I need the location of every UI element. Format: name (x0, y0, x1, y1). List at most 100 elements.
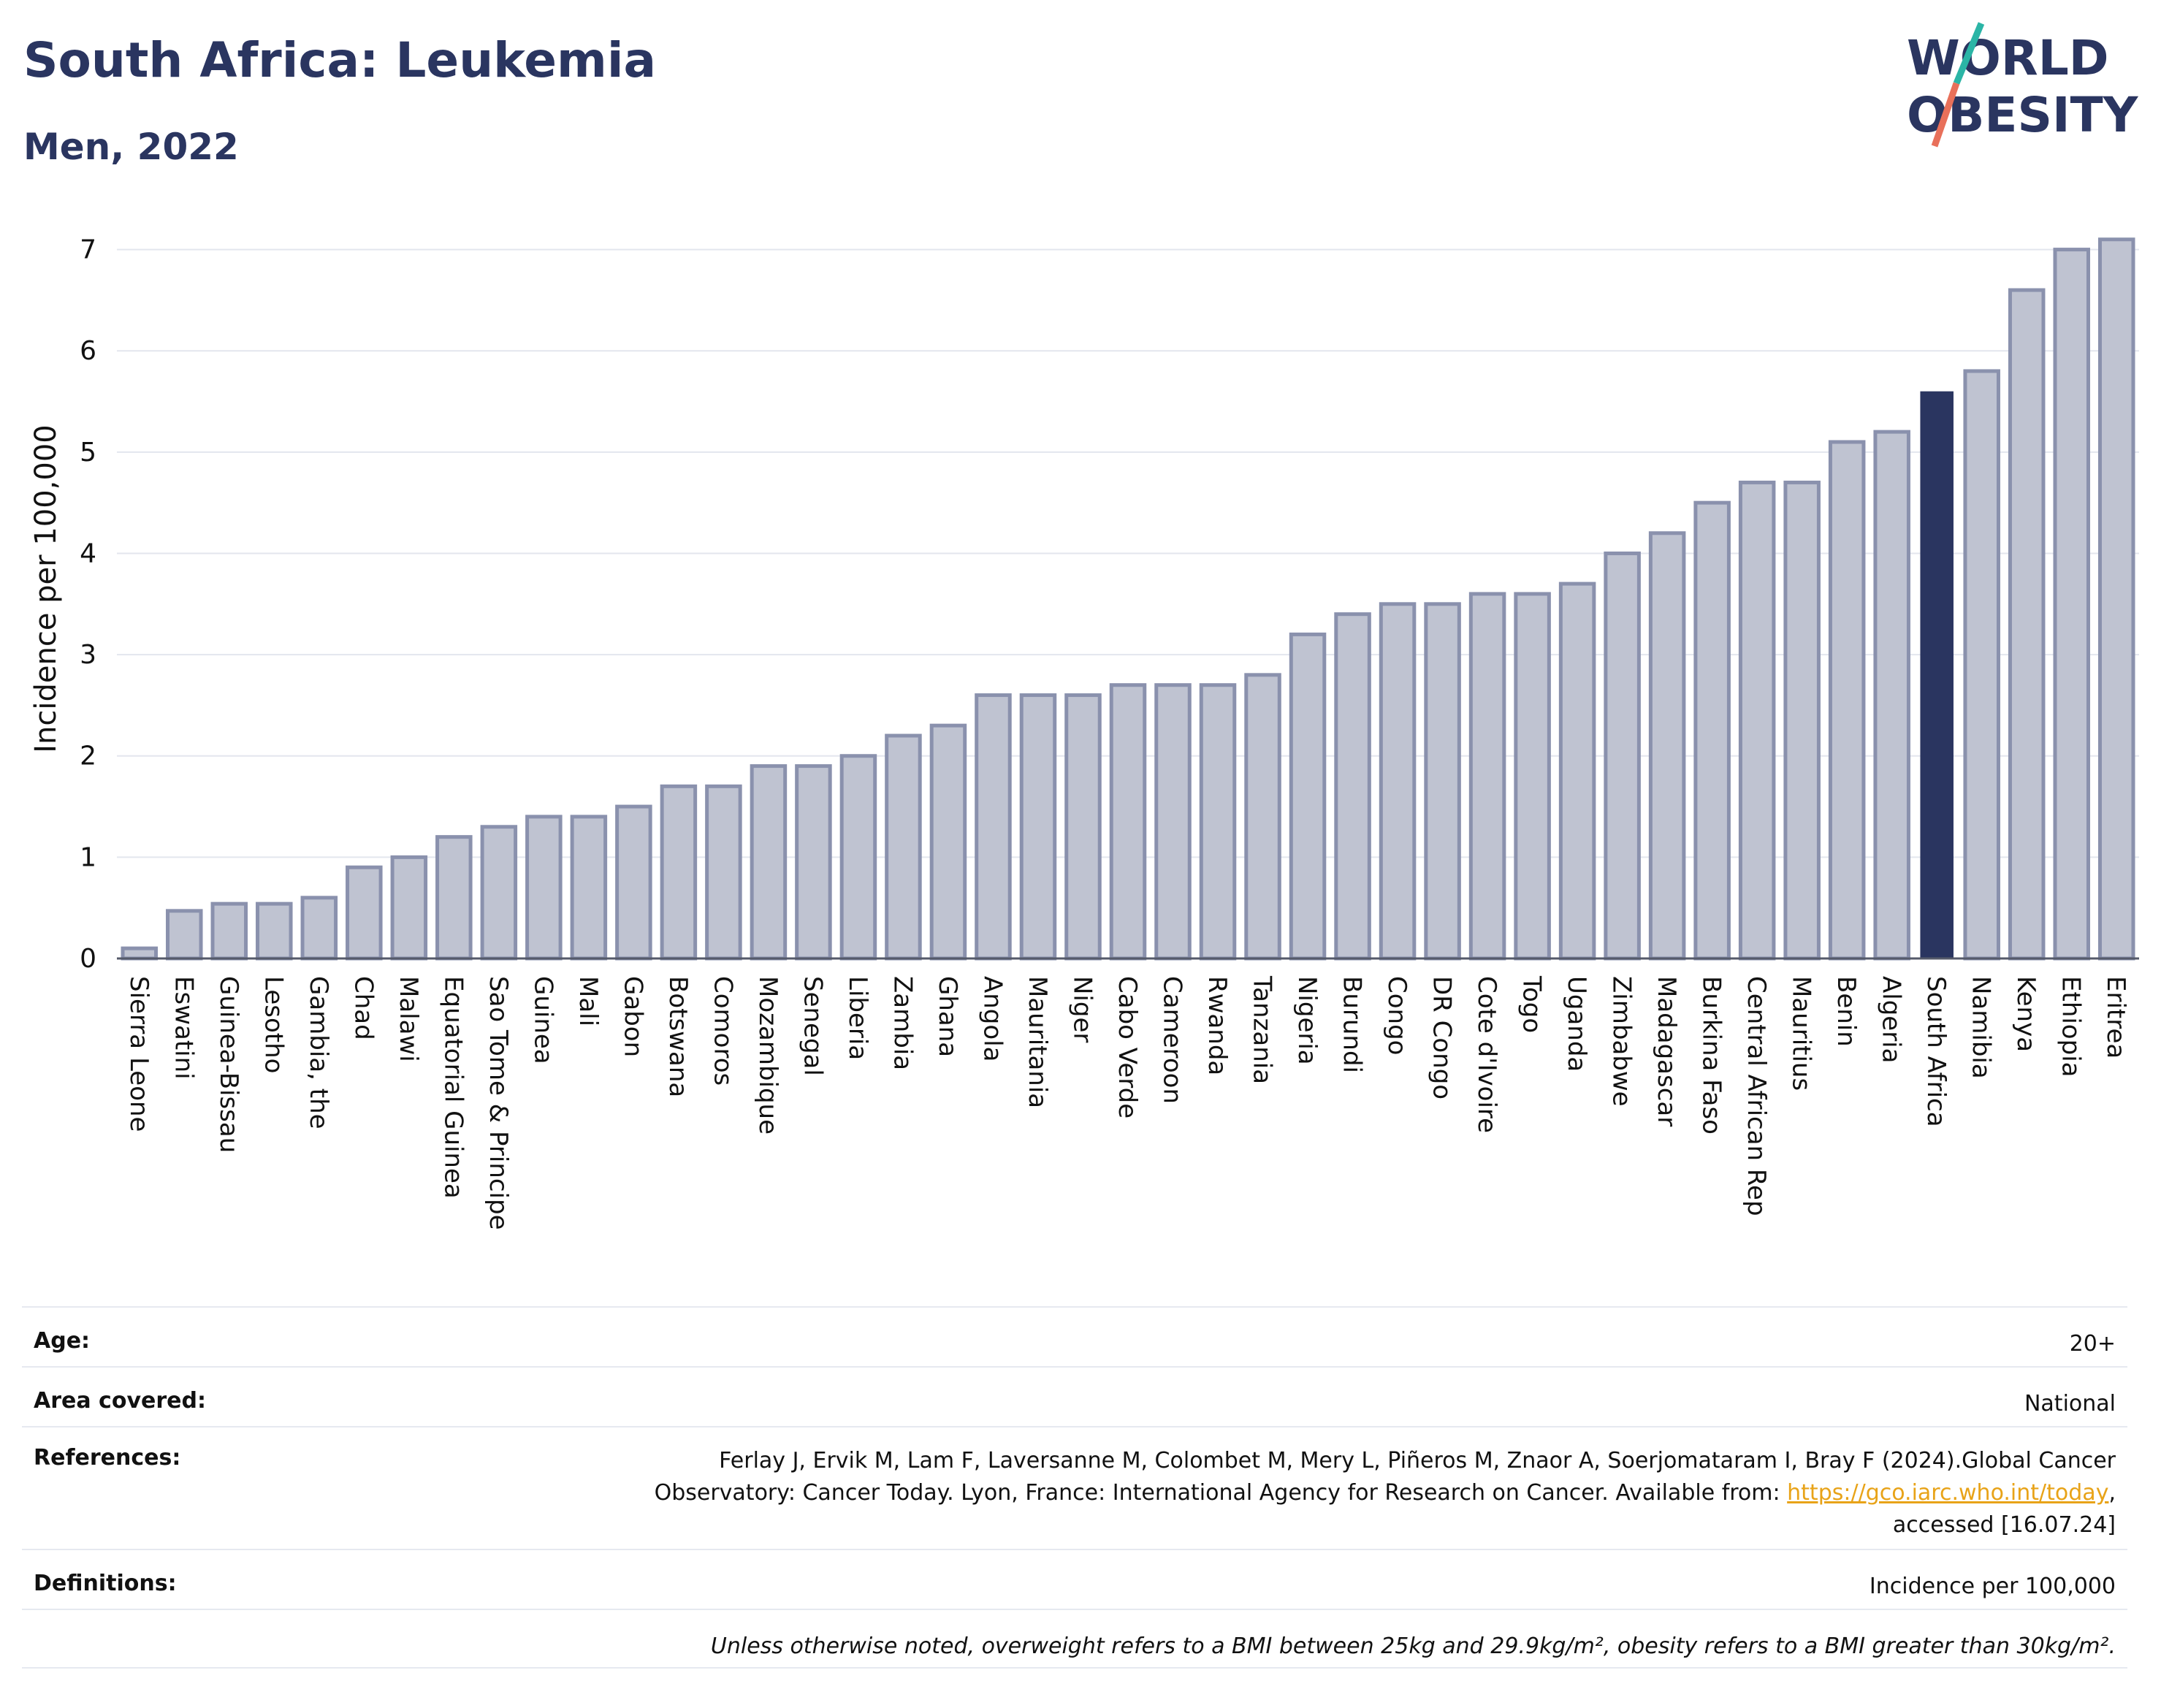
bar[interactable] (1334, 612, 1371, 961)
x-tick-label: South Africa (1921, 976, 1951, 1127)
bar[interactable] (929, 723, 967, 961)
x-tick-label: Angola (977, 976, 1007, 1061)
chart-title: South Africa: Leukemia (23, 32, 656, 88)
references-line3: accessed [16.07.24] (1892, 1512, 2116, 1538)
bar[interactable] (839, 754, 877, 961)
area-label: Area covered: (34, 1388, 206, 1414)
bar[interactable] (975, 693, 1012, 961)
bar[interactable] (121, 946, 159, 961)
bar[interactable] (1064, 693, 1102, 961)
bar[interactable] (1289, 632, 1327, 961)
bar[interactable] (435, 835, 473, 961)
x-tick-label: Senegal (798, 976, 827, 1076)
bar[interactable] (525, 815, 563, 961)
world-obesity-logo: WORLD OBESITY (1907, 22, 2139, 148)
x-tick-label: Liberia (843, 976, 872, 1060)
bar[interactable] (1828, 440, 1866, 961)
bar[interactable] (1199, 683, 1237, 961)
age-value: 20+ (2069, 1331, 2116, 1357)
meta-row-area: Area covered: National (22, 1366, 2127, 1426)
bar[interactable] (1648, 531, 1686, 961)
x-tick-label: Malawi (394, 976, 423, 1062)
x-tick-label: Tanzania (1248, 975, 1277, 1084)
bar[interactable] (1424, 602, 1461, 961)
bar[interactable] (2053, 248, 2090, 961)
bar[interactable] (210, 901, 248, 961)
references-line1: Ferlay J, Ervik M, Lam F, Laversanne M, … (719, 1448, 2116, 1473)
x-tick-label: Benin (1832, 976, 1861, 1047)
bar[interactable] (256, 901, 293, 961)
x-tick-label: Sao Tome & Principe (484, 976, 513, 1230)
bar[interactable] (1738, 480, 1776, 961)
bar[interactable] (885, 733, 922, 961)
logo-slash-coral (1931, 82, 1960, 148)
bar[interactable] (1783, 480, 1821, 961)
y-tick-label: 5 (80, 438, 96, 468)
x-tick-label: Madagascar (1652, 976, 1681, 1126)
x-tick-label: Congo (1382, 976, 1411, 1055)
x-tick-label: Eswatini (169, 976, 198, 1080)
x-tick-label: Burundi (1338, 976, 1367, 1073)
x-tick-label: Equatorial Guinea (438, 976, 468, 1199)
bar[interactable] (1019, 693, 1057, 961)
meta-row-references: References: Ferlay J, Ervik M, Lam F, La… (22, 1426, 2127, 1549)
bar[interactable] (1604, 551, 1641, 961)
x-tick-label: Burkina Faso (1697, 976, 1726, 1135)
bar[interactable] (1379, 602, 1417, 961)
bar[interactable] (1963, 369, 2000, 961)
bar[interactable] (750, 764, 788, 961)
bar[interactable] (1109, 683, 1147, 961)
x-tick-label: Rwanda (1203, 976, 1232, 1075)
bar[interactable] (1514, 592, 1551, 961)
references-line2-end: , (2108, 1480, 2116, 1506)
x-tick-label: Gabon (618, 976, 647, 1057)
bar[interactable] (615, 804, 652, 961)
references-link[interactable]: https://gco.iarc.who.int/today (1787, 1480, 2109, 1506)
x-tick-label: Togo (1517, 975, 1547, 1033)
x-tick-label: Comoros (708, 976, 737, 1086)
y-tick-label: 6 (80, 336, 96, 366)
bar[interactable] (2097, 237, 2135, 961)
x-tick-label: Zimbabwe (1607, 976, 1636, 1107)
x-tick-label: Central African Rep (1742, 976, 1771, 1216)
x-tick-label: Guinea (528, 976, 557, 1064)
bar[interactable] (705, 784, 742, 961)
bar[interactable] (570, 815, 608, 961)
bar[interactable] (2008, 288, 2046, 961)
bar[interactable] (1558, 582, 1596, 961)
y-tick-label: 1 (80, 842, 96, 872)
age-label: Age: (34, 1328, 91, 1354)
bar[interactable] (300, 896, 338, 961)
bar[interactable] (390, 855, 428, 961)
x-tick-label: Sierra Leone (124, 976, 153, 1132)
bar[interactable] (1154, 683, 1192, 961)
bar[interactable] (1920, 391, 1954, 958)
bar[interactable] (660, 784, 698, 961)
x-tick-label: Cote d'Ivoire (1472, 976, 1501, 1133)
references-value: Ferlay J, Ervik M, Lam F, Laversanne M, … (655, 1445, 2116, 1549)
x-tick-label: Chad (348, 976, 378, 1040)
y-tick-label: 4 (80, 538, 96, 568)
meta-row-age: Age: 20+ (22, 1306, 2127, 1366)
chart-subtitle: Men, 2022 (23, 126, 239, 168)
bar[interactable] (1693, 500, 1731, 961)
bar[interactable] (1873, 430, 1910, 961)
bar[interactable] (480, 825, 518, 961)
y-tick-label: 0 (80, 944, 96, 974)
meta-row-definitions: Definitions: Incidence per 100,000 (22, 1549, 2127, 1609)
bar[interactable] (795, 764, 832, 961)
bar[interactable] (346, 865, 383, 961)
x-tick-label: Ghana (933, 976, 962, 1057)
metadata-table: Age: 20+ Area covered: National Referenc… (22, 1306, 2127, 1669)
x-tick-label: Nigeria (1292, 976, 1322, 1065)
bar[interactable] (1244, 673, 1281, 961)
x-tick-label: Uganda (1562, 976, 1591, 1072)
x-tick-label: Cabo Verde (1113, 976, 1142, 1118)
x-tick-label: Botswana (663, 976, 693, 1097)
x-tick-label: Guinea-Bissau (214, 976, 243, 1153)
bar-chart: 0 1 2 3 4 5 6 7 Incidence per 100,000 Sierra Leon… (29, 235, 2139, 1230)
bar[interactable] (166, 909, 203, 961)
meta-row-note: Unless otherwise noted, overweight refer… (22, 1609, 2127, 1669)
y-axis-label: Incidence per 100,000 (29, 424, 63, 753)
bar[interactable] (1468, 592, 1506, 961)
